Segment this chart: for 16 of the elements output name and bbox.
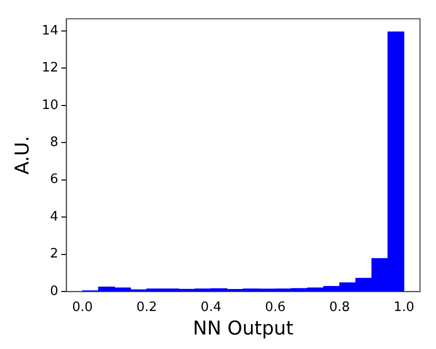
x-tick-label: 1.0 (394, 300, 414, 315)
y-tick-label: 8 (50, 135, 58, 150)
x-tick-label: 0.6 (264, 300, 286, 315)
y-tick-label: 10 (42, 98, 58, 113)
y-tick-label: 4 (50, 209, 58, 224)
x-axis-title: NN Output (192, 318, 294, 340)
y-tick-label: 14 (42, 23, 58, 38)
y-tick-label: 0 (50, 284, 58, 299)
x-tick-label: 0.8 (329, 300, 350, 315)
x-tick-label: 0.2 (136, 300, 158, 315)
y-tick-label: 12 (42, 60, 58, 76)
x-tick-label: 0.4 (200, 300, 222, 315)
x-tick-label: 0.0 (72, 300, 93, 315)
y-tick-label: 6 (50, 172, 58, 188)
y-axis-title: A.U. (11, 136, 34, 175)
y-tick-label: 2 (50, 246, 58, 262)
